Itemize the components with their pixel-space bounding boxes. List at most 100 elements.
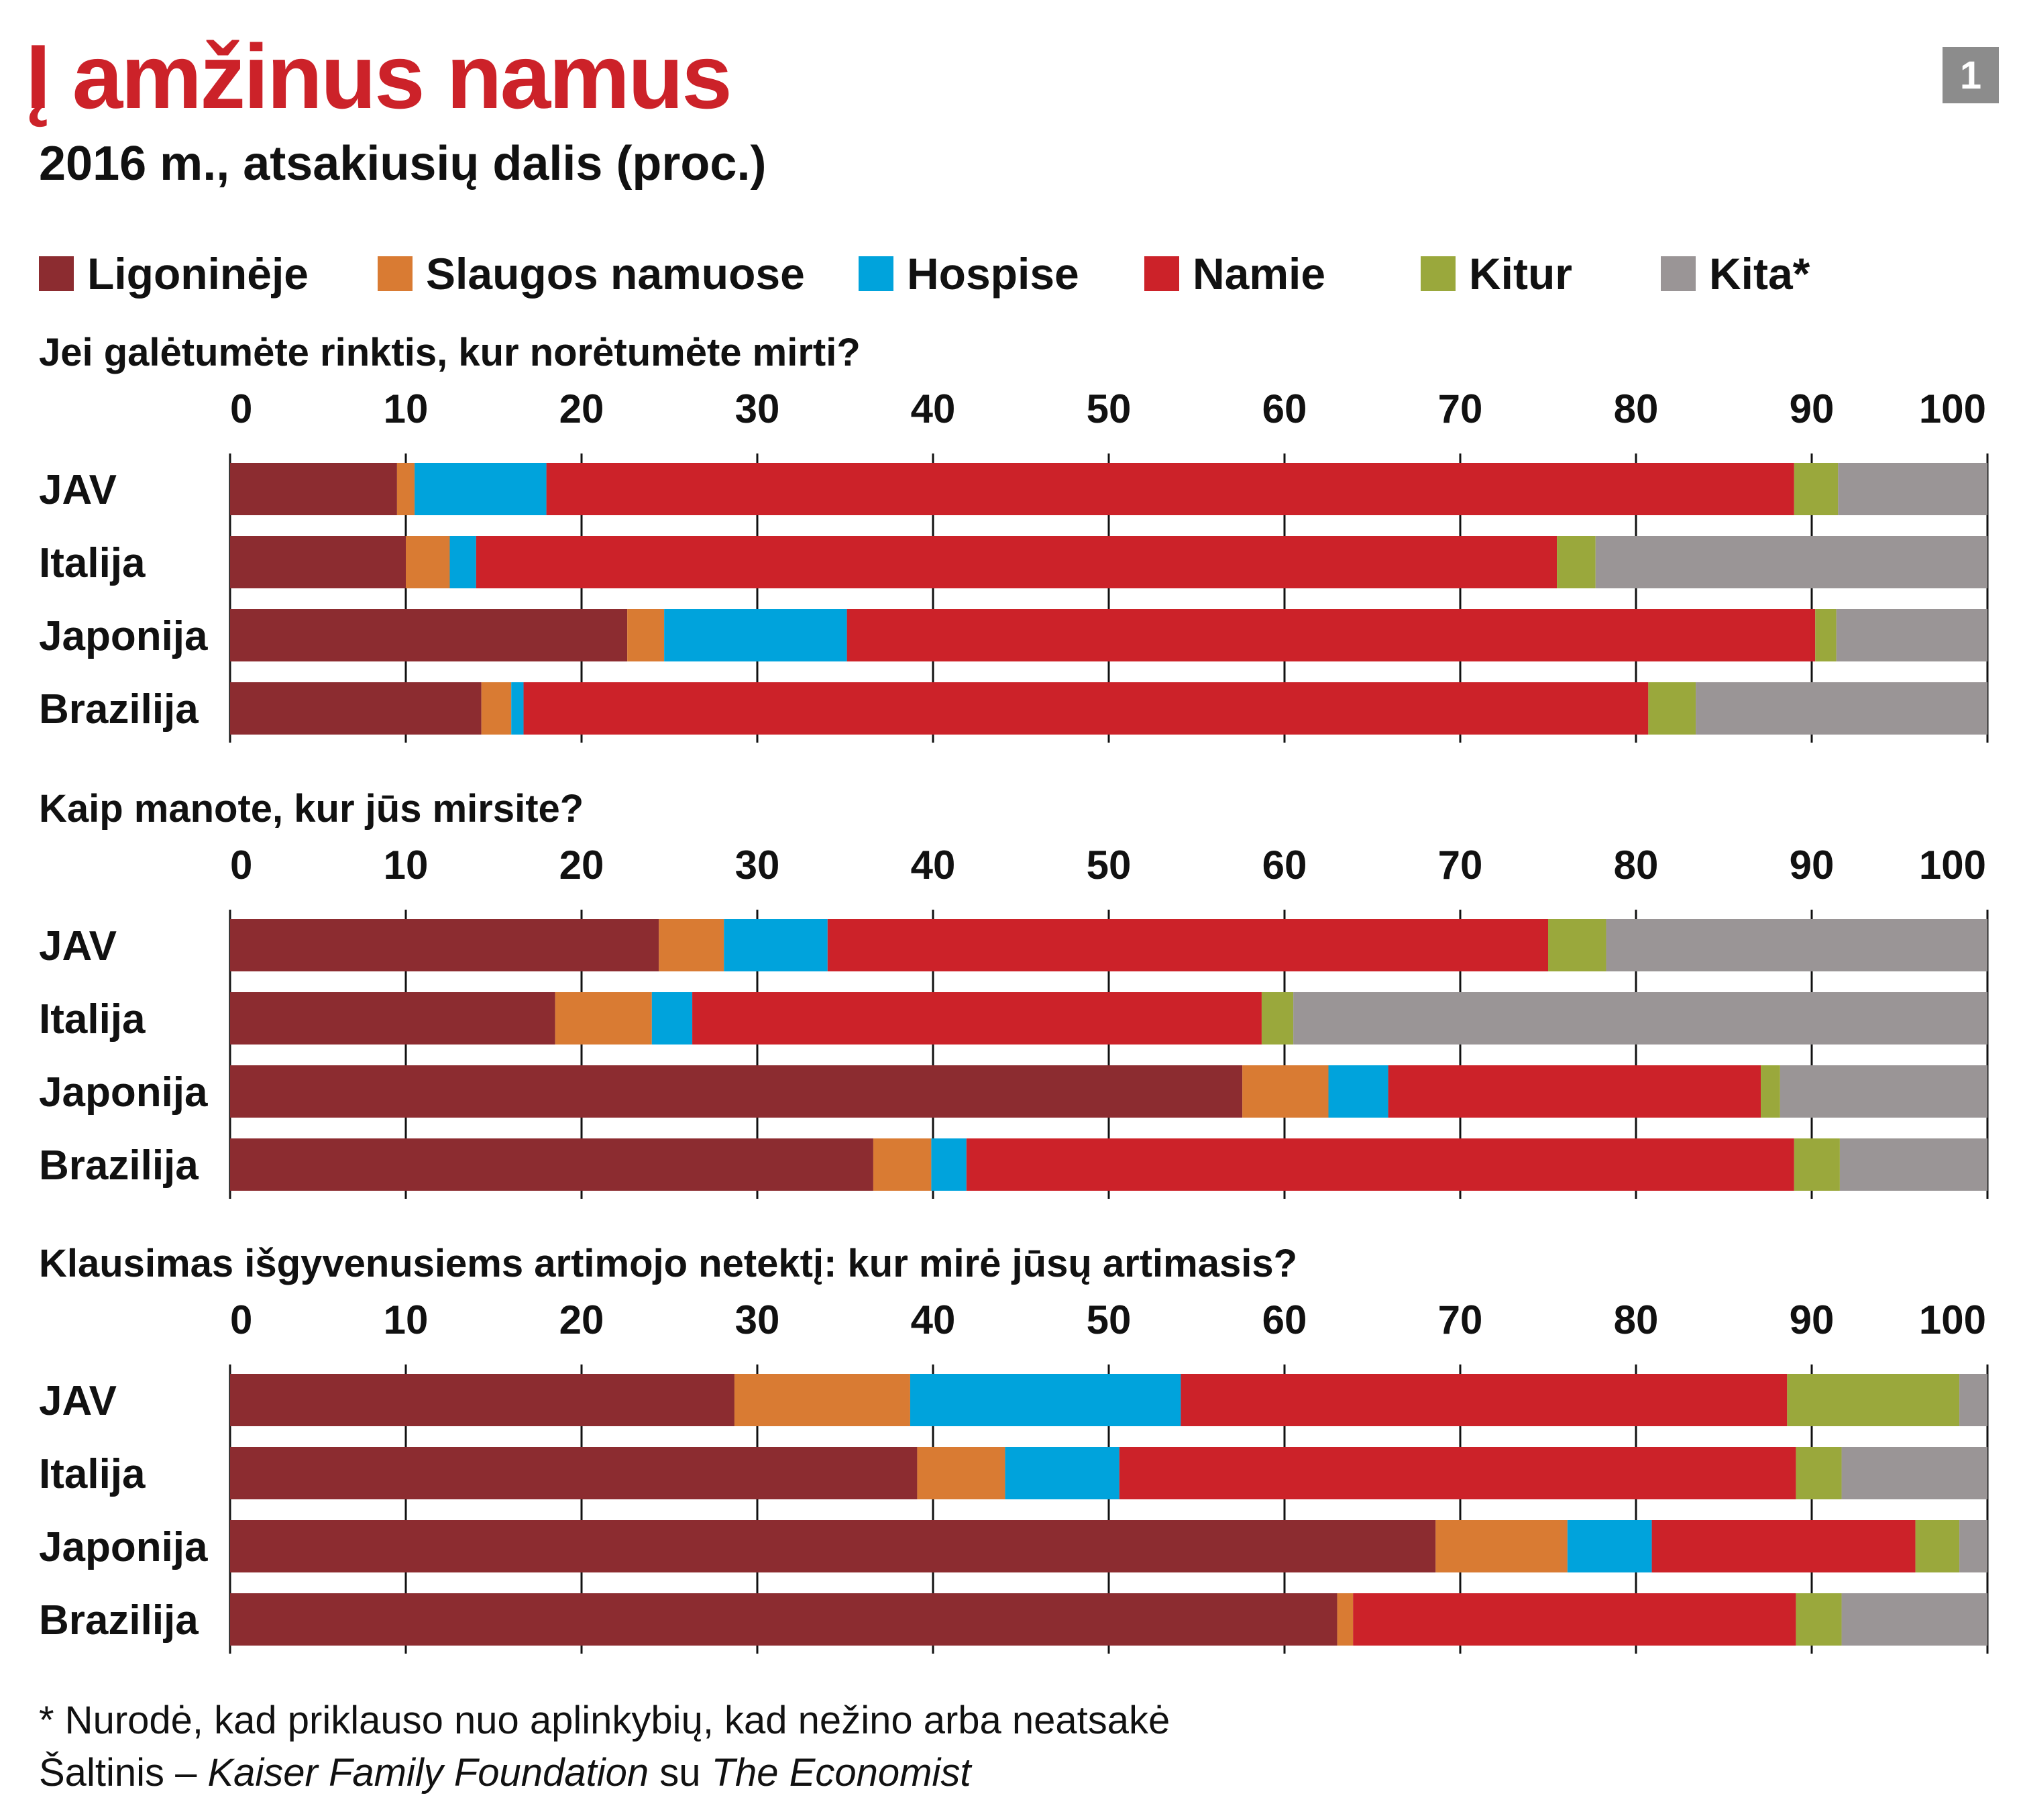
bar-segment [1794, 1138, 1840, 1191]
legend-label: Slaugos namuose [426, 249, 805, 299]
category-label: Brazilija [39, 686, 199, 733]
x-tick-label: 20 [559, 1297, 604, 1342]
x-tick-label: 80 [1614, 1297, 1659, 1342]
bar-segment [1353, 1593, 1796, 1646]
source-organization: Kaiser Family Foundation [207, 1751, 649, 1795]
legend-label: Kita* [1709, 249, 1810, 299]
figure-number-badge: 1 [1943, 47, 1999, 103]
bar-segment [1959, 1520, 1987, 1572]
bar-segment [230, 536, 406, 588]
x-tick-label: 50 [1087, 386, 1132, 431]
bar-segment [1780, 1065, 1987, 1118]
bar-segment [846, 609, 1816, 661]
x-tick-label: 90 [1790, 1297, 1835, 1342]
bar-segment [627, 609, 665, 661]
legend-label: Kitur [1469, 249, 1572, 299]
bar-segment [230, 609, 628, 661]
legend-label: Namie [1193, 249, 1326, 299]
panel-question: Klausimas išgyvenusiems artimojo netektį… [39, 1242, 1297, 1285]
bar-segment [230, 992, 555, 1045]
bar-segment [724, 919, 828, 971]
bar-segment [873, 1138, 932, 1191]
bar-segment [1595, 536, 1987, 588]
category-label: Japonija [39, 1524, 208, 1570]
bar-segment [827, 919, 1548, 971]
legend-swatch-hospise [859, 256, 893, 291]
x-tick-label: 70 [1438, 1297, 1483, 1342]
bar-segment [692, 992, 1262, 1045]
bar-segment [1435, 1520, 1568, 1572]
x-tick-label: 20 [559, 386, 604, 431]
legend-swatch-ligonineje [39, 256, 74, 291]
bar-segment [966, 1138, 1794, 1191]
bar-segment [406, 536, 450, 588]
bar-segment [230, 463, 397, 515]
bar-segment [1557, 536, 1596, 588]
x-tick-label: 100 [1919, 843, 1986, 888]
x-tick-label: 70 [1438, 843, 1483, 888]
bar-segment [396, 463, 415, 515]
category-label: Brazilija [39, 1142, 199, 1189]
bar-segment [230, 1447, 918, 1499]
bar-segment [415, 463, 547, 515]
bar-segment [1794, 463, 1839, 515]
bar-segment [1567, 1520, 1652, 1572]
x-tick-label: 0 [230, 1297, 252, 1342]
x-tick-label: 50 [1087, 843, 1132, 888]
x-tick-label: 30 [735, 1297, 780, 1342]
bar-segment [1787, 1374, 1960, 1426]
x-tick-label: 70 [1438, 386, 1483, 431]
category-label: Italija [39, 540, 146, 586]
x-tick-label: 40 [911, 386, 956, 431]
x-tick-label: 0 [230, 386, 252, 431]
bar-segment [230, 1593, 1337, 1646]
bar-segment [481, 682, 512, 735]
x-tick-label: 100 [1919, 1297, 1986, 1342]
category-label: Italija [39, 996, 146, 1042]
source-prefix: Šaltinis – [39, 1751, 208, 1795]
x-tick-label: 100 [1919, 386, 1986, 431]
bar-segment [523, 682, 1649, 735]
bar-segment [1796, 1593, 1842, 1646]
bar-segment [511, 682, 524, 735]
source-connector: su [649, 1751, 712, 1795]
x-tick-label: 80 [1614, 386, 1659, 431]
bar-segment [230, 1374, 734, 1426]
bar-segment [1696, 682, 1987, 735]
bar-segment [1548, 919, 1606, 971]
legend-label: Ligoninėje [87, 249, 309, 299]
bar-segment [555, 992, 652, 1045]
bar-segment [1796, 1447, 1842, 1499]
panel-question: Jei galėtumėte rinktis, kur norėtumėte m… [39, 331, 861, 374]
source-note: Šaltinis – Kaiser Family Foundation su T… [39, 1750, 971, 1797]
bar-segment [1261, 992, 1294, 1045]
footnote: * Nurodė, kad priklauso nuo aplinkybių, … [39, 1699, 1170, 1742]
x-tick-label: 50 [1087, 1297, 1132, 1342]
x-tick-label: 60 [1262, 843, 1307, 888]
legend-swatch-namie [1144, 256, 1179, 291]
category-label: Brazilija [39, 1597, 199, 1644]
bar-segment [1337, 1593, 1354, 1646]
legend-item-hospise: Hospise [859, 247, 1079, 301]
chart-title: Į amžinus namus [25, 25, 732, 127]
bar-segment [1915, 1520, 1960, 1572]
x-tick-label: 10 [384, 386, 429, 431]
bar-segment [931, 1138, 967, 1191]
x-tick-label: 60 [1262, 386, 1307, 431]
x-tick-label: 80 [1614, 843, 1659, 888]
legend-swatch-slaugos-namuose [378, 256, 413, 291]
bar-segment [1328, 1065, 1388, 1118]
bar-segment [230, 919, 659, 971]
legend-item-kita: Kita* [1661, 247, 1810, 301]
bar-segment [1388, 1065, 1761, 1118]
bar-segment [1606, 919, 1987, 971]
bar-segment [1836, 609, 1987, 661]
bar-segment [1838, 463, 1987, 515]
x-tick-label: 90 [1790, 386, 1835, 431]
category-label: JAV [39, 923, 117, 969]
bar-segment [546, 463, 1794, 515]
x-tick-label: 40 [911, 1297, 956, 1342]
legend-item-slaugos-namuose: Slaugos namuose [378, 247, 805, 301]
panel-question: Kaip manote, kur jūs mirsite? [39, 787, 584, 831]
legend: Ligoninėje Slaugos namuose Hospise Namie… [39, 247, 1984, 301]
